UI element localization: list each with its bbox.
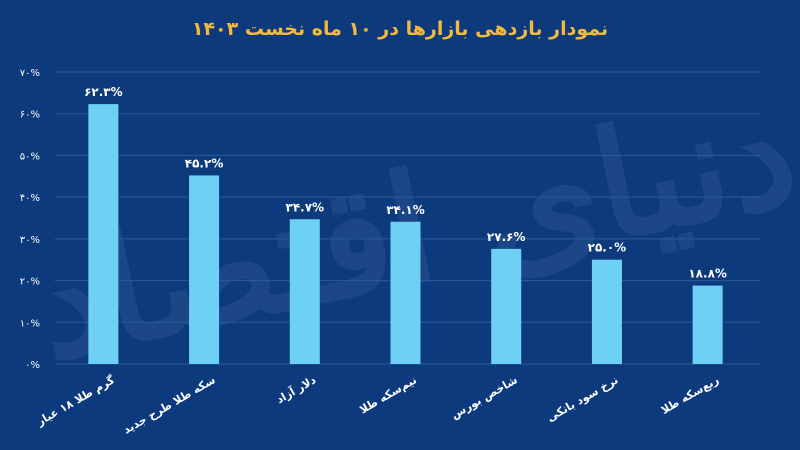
bars	[88, 104, 723, 365]
y-tick-label: ۳۰%	[20, 235, 40, 246]
bar	[491, 248, 522, 364]
y-tick-label: ۷۰%	[20, 68, 40, 79]
y-tick-label: ۴۰%	[20, 193, 40, 204]
data-label: ۲۷.۶%	[487, 230, 526, 244]
data-label: ۳۴.۷%	[286, 200, 325, 214]
data-label: ۲۵.۰%	[588, 241, 627, 255]
data-label: ۳۴.۱%	[386, 203, 425, 217]
x-tick-label: سکه طلا طرح جدید	[121, 373, 218, 436]
x-tick-label: شاخص بورس	[449, 373, 520, 421]
y-tick-label: ۰%	[25, 360, 40, 371]
y-tick-label: ۲۰%	[20, 277, 40, 288]
x-tick-label: ربع‌سکه طلا	[659, 373, 721, 416]
bar	[692, 285, 723, 364]
data-label: ۱۸.۸%	[688, 267, 727, 281]
bar	[88, 104, 119, 365]
bar	[591, 259, 622, 364]
bar	[289, 219, 320, 364]
x-tick-label: دلار آزاد	[274, 372, 319, 406]
data-label: ۶۲.۳%	[84, 85, 123, 99]
bar	[390, 221, 421, 364]
x-tick-label: نرخ سود بانکی	[545, 373, 621, 424]
y-tick-label: ۶۰%	[20, 110, 40, 121]
chart-title: نمودار بازدهی بازارها در ۱۰ ماه نخست ۱۴۰…	[191, 18, 609, 40]
x-tick-label: نیم‌سکه طلا	[357, 373, 419, 416]
y-tick-label: ۵۰%	[20, 151, 40, 162]
bar	[189, 175, 220, 364]
data-label: ۴۵.۲%	[185, 156, 224, 170]
y-tick-label: ۱۰%	[20, 318, 40, 329]
